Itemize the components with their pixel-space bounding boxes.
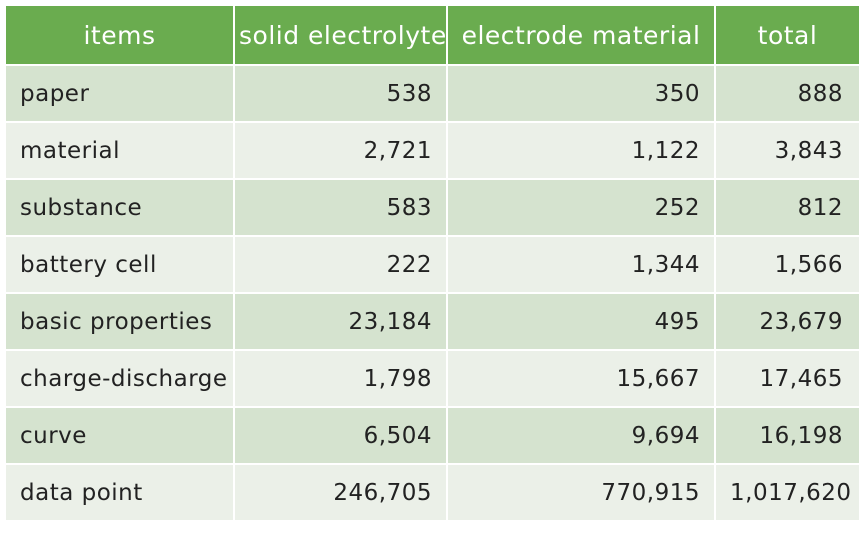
total-cell: 1,017,620: [714, 463, 861, 522]
electrode-material-cell: 252: [446, 178, 716, 237]
item-cell: curve: [4, 406, 235, 465]
total-cell: 1,566: [714, 235, 861, 294]
electrode-material-cell: 1,122: [446, 121, 716, 180]
item-cell: material: [4, 121, 235, 180]
table-row: substance 583 252 812: [4, 178, 861, 237]
electrode-material-cell: 9,694: [446, 406, 716, 465]
item-cell: paper: [4, 64, 235, 123]
item-cell: basic properties: [4, 292, 235, 351]
total-cell: 888: [714, 64, 861, 123]
header-row: items solid electrolyte electrode materi…: [4, 4, 861, 66]
solid-electrolyte-cell: 246,705: [233, 463, 448, 522]
electrode-material-cell: 15,667: [446, 349, 716, 408]
item-cell: battery cell: [4, 235, 235, 294]
total-cell: 16,198: [714, 406, 861, 465]
table-body: paper 538 350 888 material 2,721 1,122 3…: [4, 64, 861, 522]
total-cell: 17,465: [714, 349, 861, 408]
table-row: paper 538 350 888: [4, 64, 861, 123]
solid-electrolyte-cell: 222: [233, 235, 448, 294]
electrode-material-cell: 495: [446, 292, 716, 351]
total-cell: 23,679: [714, 292, 861, 351]
solid-electrolyte-cell: 2,721: [233, 121, 448, 180]
table-row: charge-discharge 1,798 15,667 17,465: [4, 349, 861, 408]
total-cell: 3,843: [714, 121, 861, 180]
electrode-material-cell: 1,344: [446, 235, 716, 294]
header-total: total: [714, 4, 861, 66]
solid-electrolyte-cell: 583: [233, 178, 448, 237]
solid-electrolyte-cell: 23,184: [233, 292, 448, 351]
solid-electrolyte-cell: 6,504: [233, 406, 448, 465]
data-table: items solid electrolyte electrode materi…: [4, 4, 861, 522]
electrode-material-cell: 350: [446, 64, 716, 123]
table-row: data point 246,705 770,915 1,017,620: [4, 463, 861, 522]
solid-electrolyte-cell: 1,798: [233, 349, 448, 408]
item-cell: charge-discharge: [4, 349, 235, 408]
table-row: material 2,721 1,122 3,843: [4, 121, 861, 180]
table-row: curve 6,504 9,694 16,198: [4, 406, 861, 465]
header-electrode-material: electrode material: [446, 4, 716, 66]
total-cell: 812: [714, 178, 861, 237]
table-row: basic properties 23,184 495 23,679: [4, 292, 861, 351]
table-row: battery cell 222 1,344 1,566: [4, 235, 861, 294]
table-header: items solid electrolyte electrode materi…: [4, 4, 861, 66]
electrode-material-cell: 770,915: [446, 463, 716, 522]
item-cell: substance: [4, 178, 235, 237]
solid-electrolyte-cell: 538: [233, 64, 448, 123]
item-cell: data point: [4, 463, 235, 522]
header-solid-electrolyte: solid electrolyte: [233, 4, 448, 66]
header-items: items: [4, 4, 235, 66]
